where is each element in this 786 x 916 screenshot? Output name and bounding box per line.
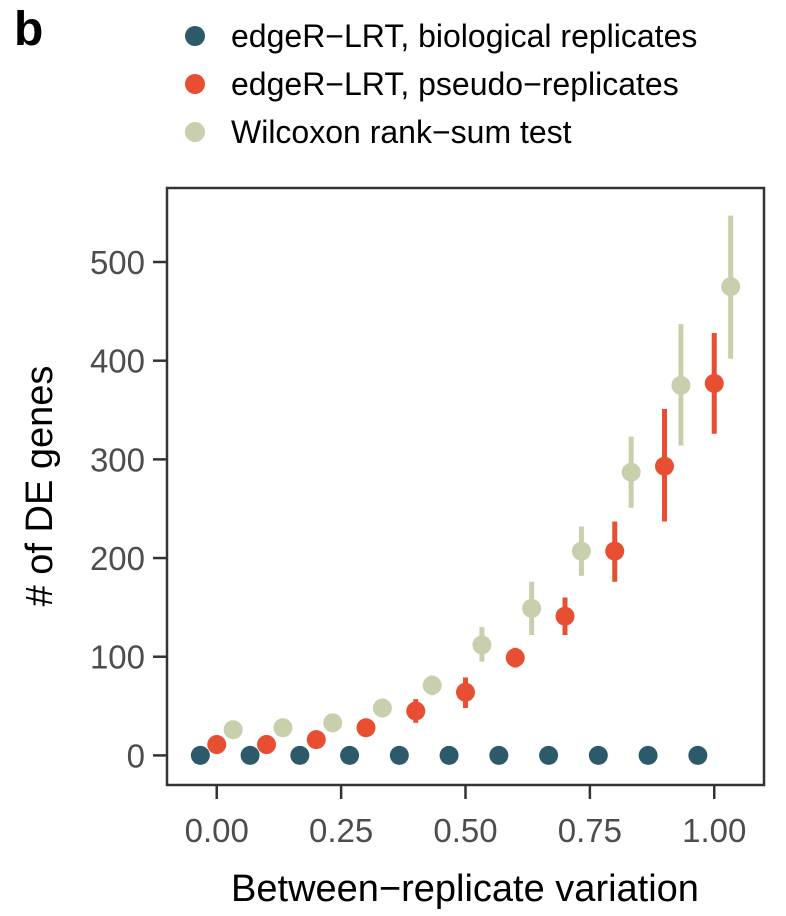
- data-point: [223, 720, 243, 740]
- data-point: [323, 713, 343, 733]
- data-point: [340, 745, 360, 765]
- legend-label: edgeR−LRT, biological replicates: [231, 18, 697, 54]
- x-axis: 0.00 0.25 0.50 0.75 1.00: [185, 785, 746, 849]
- data-point: [389, 745, 409, 765]
- data-point: [472, 635, 492, 655]
- data-point: [489, 745, 509, 765]
- y-tick-label: 100: [90, 639, 145, 676]
- data-point: [671, 375, 691, 395]
- legend-key-biological: [185, 26, 205, 46]
- panel-label: b: [14, 3, 44, 56]
- y-axis-title: # of DE genes: [19, 366, 61, 607]
- data-point: [257, 735, 276, 755]
- series-wilcoxon: [223, 215, 741, 740]
- x-axis-title: Between−replicate variation: [231, 868, 699, 910]
- x-tick-label: 0.00: [185, 812, 249, 849]
- data-point: [273, 718, 293, 738]
- data-point: [571, 541, 591, 561]
- data-point: [638, 745, 658, 765]
- data-point: [290, 745, 310, 765]
- legend: edgeR−LRT, biological replicates edgeR−LR…: [185, 18, 697, 150]
- data-point: [688, 745, 708, 765]
- data-point: [356, 718, 376, 738]
- series-biological: [190, 745, 708, 765]
- data-point: [190, 745, 210, 765]
- data-point: [605, 541, 625, 561]
- y-tick-label: 200: [90, 540, 145, 577]
- series-pseudo: [207, 333, 724, 755]
- data-point: [621, 462, 641, 482]
- legend-label: edgeR−LRT, pseudo−replicates: [231, 66, 679, 102]
- y-axis: 0 100 200 300 400 500: [90, 244, 167, 774]
- data-point: [555, 606, 575, 626]
- data-point: [522, 598, 542, 618]
- x-tick-label: 0.25: [309, 812, 373, 849]
- x-tick-label: 1.00: [682, 812, 746, 849]
- data-point: [372, 698, 392, 718]
- legend-key-pseudo: [185, 74, 205, 94]
- y-tick-label: 400: [90, 343, 145, 380]
- data-marks: [190, 215, 741, 765]
- data-point: [655, 456, 674, 476]
- data-point: [306, 730, 326, 750]
- data-point: [207, 735, 227, 755]
- data-point: [539, 745, 559, 765]
- data-point: [505, 648, 525, 668]
- x-tick-label: 0.75: [558, 812, 622, 849]
- data-point: [406, 701, 426, 721]
- data-point: [456, 682, 475, 702]
- legend-label: Wilcoxon rank−sum test: [231, 114, 572, 150]
- data-point: [422, 675, 442, 695]
- data-point: [704, 373, 724, 393]
- y-tick-label: 500: [90, 244, 145, 281]
- y-tick-label: 300: [90, 441, 145, 478]
- x-tick-label: 0.50: [433, 812, 497, 849]
- data-point: [721, 277, 741, 297]
- y-tick-label: 0: [127, 737, 145, 774]
- data-point: [439, 745, 459, 765]
- data-point: [588, 745, 608, 765]
- legend-key-wilcoxon: [185, 122, 205, 142]
- data-point: [240, 745, 260, 765]
